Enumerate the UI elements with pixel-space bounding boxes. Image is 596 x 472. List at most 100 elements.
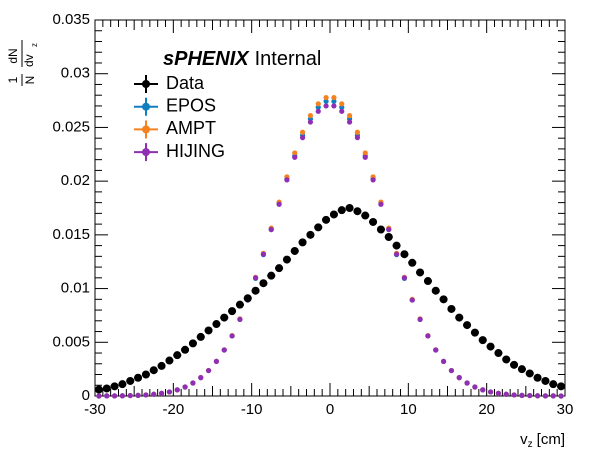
data-point [409,297,415,303]
data-point [339,108,345,114]
data-point [127,392,133,399]
data-point [299,129,306,135]
x-tick-label: -10 [241,401,263,418]
data-point [307,119,314,125]
data-point [165,356,174,365]
data-point [384,233,393,242]
data-point [251,286,260,295]
data-point [314,223,323,232]
data-point [104,393,110,399]
data-point [94,385,103,394]
data-point [329,210,338,219]
data-point [433,347,439,353]
data-point [315,108,321,114]
data-point [221,347,227,353]
y-label-part: 1 [6,76,20,83]
data-point [541,376,550,385]
y-tick-label: 0.005 [52,333,90,350]
y-label-part: dv [22,54,36,67]
data-point [378,201,384,207]
data-point [519,392,525,398]
data-point [346,119,353,125]
data-point [470,328,479,337]
data-point [298,238,307,247]
data-point [393,251,400,257]
data-point [102,384,111,393]
data-point [134,373,143,382]
y-tick-label: 0.015 [52,226,90,243]
data-point [472,384,478,390]
data-point [229,333,235,339]
data-point [401,275,408,281]
legend-label: EPOS [166,95,216,115]
data-point [306,230,315,239]
legend-label: Data [166,73,205,93]
data-point [417,316,423,323]
data-point [111,393,118,399]
legend-label: AMPT [166,118,216,138]
header: sPHENIX Internal [163,48,321,70]
legend-marker [142,102,150,111]
data-point [345,204,354,212]
data-point [495,390,502,396]
x-tick-label: 20 [478,401,495,418]
data-point [323,98,329,104]
data-point [135,392,141,398]
data-point [557,382,566,391]
x-tick-label: -30 [84,401,106,418]
y-label-part: dN [6,48,20,63]
data-point [323,103,329,109]
data-point [362,150,368,156]
data-point [228,307,237,316]
data-point [558,393,564,399]
data-point [494,349,503,358]
data-point [331,103,337,109]
data-point [392,241,401,250]
data-point [292,150,298,156]
data-point [260,251,267,257]
data-point [550,393,556,399]
data-point [149,366,158,375]
y-tick-label: 0.03 [61,65,90,82]
data-point [212,320,221,329]
data-point [290,246,299,255]
data-point [276,201,282,207]
data-point [243,294,252,303]
data-point [370,177,376,183]
data-point [181,345,190,354]
y-label-part: z [30,43,39,47]
y-tick-label: 0.025 [52,118,90,135]
data-point [362,154,368,160]
data-point [440,358,447,365]
data-point [337,206,346,215]
data-point [331,98,337,104]
legend-label: HIJING [166,141,225,161]
legend-marker [142,80,150,88]
data-point [525,369,534,378]
data-point [408,258,417,267]
data-point [527,392,533,399]
x-tick-label: -20 [162,401,184,418]
data-point [141,370,150,379]
header-normal: Internal [255,48,322,70]
data-point [439,295,448,304]
data-point [196,332,205,341]
data-point [151,391,157,397]
data-point [299,135,306,141]
data-point [237,316,243,323]
data-point [486,342,495,351]
data-point [275,264,284,273]
data-point [126,376,135,385]
data-point [158,390,165,396]
x-tick-label: 30 [557,401,574,418]
data-point [174,387,180,393]
data-point [282,255,291,264]
data-point [323,94,329,101]
y-tick-label: 0.035 [52,11,90,28]
data-point [416,268,425,277]
y-label-part: N [23,76,37,85]
data-point [386,226,392,233]
x-tick-label: 10 [400,401,417,418]
data-point [346,113,353,119]
